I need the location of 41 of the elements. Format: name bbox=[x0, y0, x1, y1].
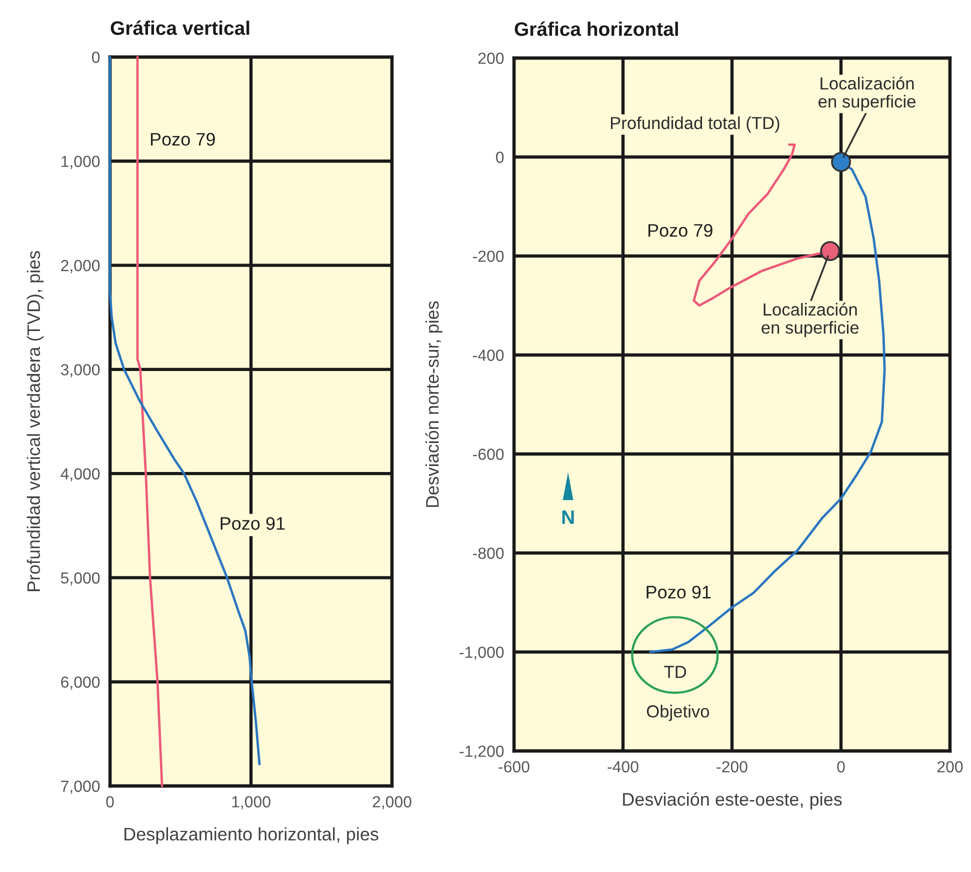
series-label: Pozo 79 bbox=[150, 132, 215, 146]
x-tick-label: 2,000 bbox=[372, 796, 412, 810]
line-series bbox=[108, 56, 261, 766]
x-axis-title: Desviación este-oeste, pies bbox=[623, 792, 842, 810]
y-tick-label: -1,000 bbox=[460, 646, 504, 660]
chart-title: Gráfica vertical bbox=[110, 20, 250, 35]
y-tick-label: 200 bbox=[478, 52, 504, 64]
y-tick-label: 5,000 bbox=[60, 572, 100, 586]
x-tick-label: 1,000 bbox=[232, 796, 270, 810]
y-tick-label: 0 bbox=[496, 152, 504, 163]
series-label: Pozo 79 bbox=[648, 224, 712, 237]
series-label: Pozo 91 bbox=[220, 517, 285, 530]
x-tick-label: 200 bbox=[937, 761, 963, 772]
y-axis-title: Profundidad vertical verdadera (TVD), pies bbox=[26, 251, 44, 592]
y-tick-label: -1,200 bbox=[460, 746, 504, 759]
y-tick-label: 4,000 bbox=[60, 468, 100, 482]
y-tick-label: -600 bbox=[473, 448, 504, 460]
annotation: TD bbox=[664, 666, 686, 678]
x-tick-label: -200 bbox=[716, 761, 748, 772]
x-tick-label: -400 bbox=[608, 761, 638, 772]
y-tick-label: 1,000 bbox=[62, 156, 100, 169]
annotation: Localización en superficie bbox=[762, 302, 859, 338]
y-tick-label: -400 bbox=[473, 350, 504, 361]
y-tick-label: 7,000 bbox=[61, 780, 100, 794]
x-axis-title: Desplazamiento horizontal, pies bbox=[124, 827, 378, 844]
annotation: Objetivo bbox=[646, 704, 710, 721]
series-label: Pozo 91 bbox=[646, 586, 711, 599]
annotation: Profundidad total (TD) bbox=[610, 116, 780, 133]
y-tick-label: -200 bbox=[473, 250, 504, 262]
y-tick-label: 6,000 bbox=[61, 676, 100, 690]
x-tick-label: 0 bbox=[106, 796, 114, 808]
chart-title: Gráfica horizontal bbox=[514, 22, 678, 36]
y-tick-label: 0 bbox=[92, 52, 100, 63]
annotation: N bbox=[562, 510, 574, 524]
y-tick-label: -800 bbox=[473, 548, 504, 559]
y-axis-title: Desviación norte-sur, pies bbox=[425, 301, 442, 507]
annotation: Localización en superficie bbox=[818, 76, 916, 112]
y-tick-label: 2,000 bbox=[61, 260, 100, 274]
y-tick-label: 3,000 bbox=[60, 364, 100, 378]
x-tick-label: 0 bbox=[837, 761, 845, 772]
x-tick-label: -600 bbox=[498, 761, 530, 772]
